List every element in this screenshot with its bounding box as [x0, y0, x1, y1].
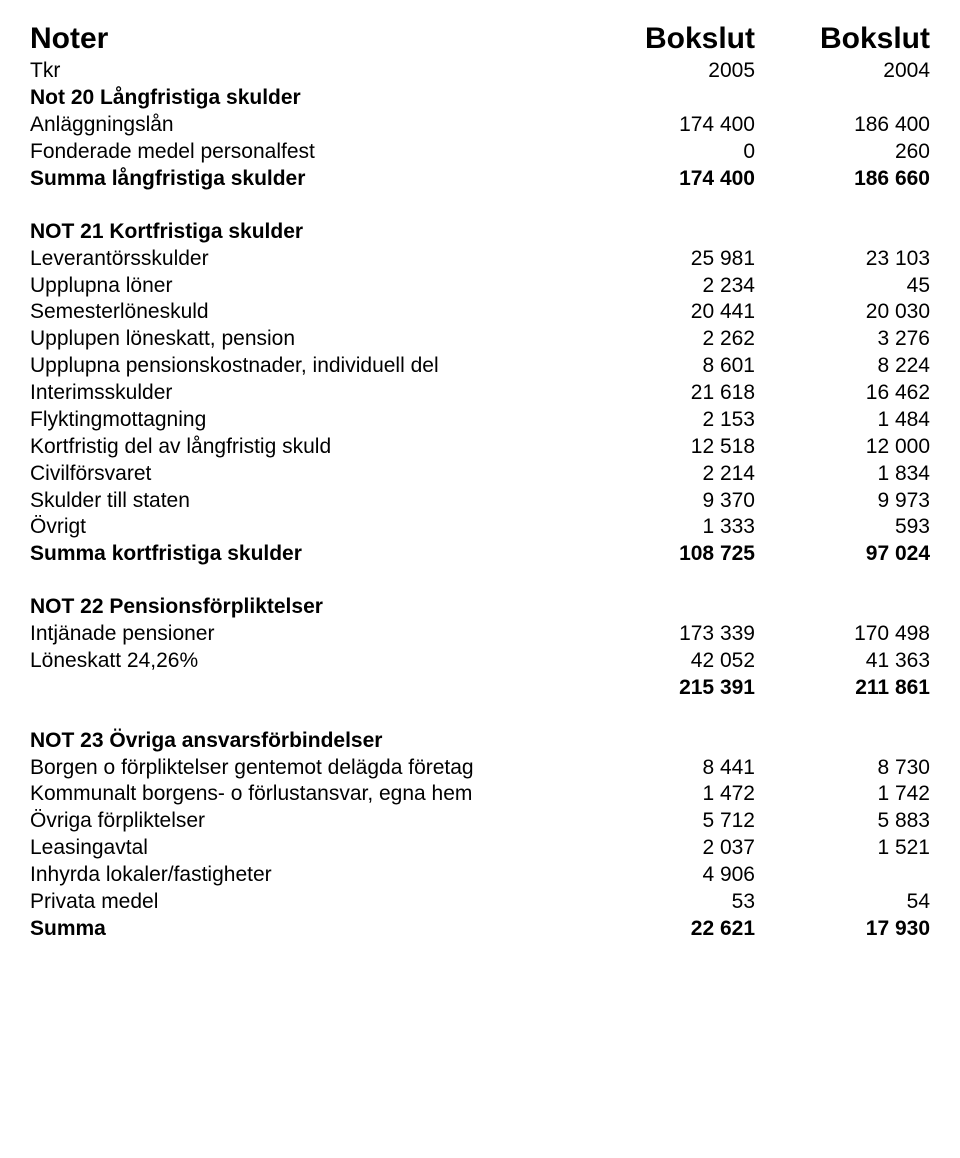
year-2: 2004 — [755, 58, 930, 85]
not21-sum: Summa kortfristiga skulder 108 725 97 02… — [30, 541, 930, 568]
table-row: Leasingavtal2 0371 521 — [30, 835, 930, 862]
table-row: Intjänade pensioner173 339170 498 — [30, 621, 930, 648]
table-row: Kortfristig del av långfristig skuld12 5… — [30, 434, 930, 461]
table-row: Flyktingmottagning2 1531 484 — [30, 407, 930, 434]
table-row: Inhyrda lokaler/fastigheter4 906 — [30, 862, 930, 889]
not22-total: 215 391 211 861 — [30, 675, 930, 702]
year-1: 2005 — [580, 58, 755, 85]
table-row: Löneskatt 24,26%42 05241 363 — [30, 648, 930, 675]
table-row: Upplupna löner2 23445 — [30, 273, 930, 300]
row-label: Anläggningslån — [30, 112, 580, 139]
table-row: Anläggningslån 174 400 186 400 — [30, 112, 930, 139]
row-val-2: 186 400 — [755, 112, 930, 139]
table-row: Övriga förpliktelser5 7125 883 — [30, 808, 930, 835]
table-row: Civilförsvaret2 2141 834 — [30, 461, 930, 488]
table-row: Fonderade medel personalfest 0 260 — [30, 139, 930, 166]
page-title: Noter — [30, 20, 580, 58]
table-row: Semesterlöneskuld20 44120 030 — [30, 299, 930, 326]
not20-heading: Not 20 Långfristiga skulder — [30, 85, 930, 112]
table-row: Övrigt1 333593 — [30, 514, 930, 541]
table-row: Interimsskulder21 61816 462 — [30, 380, 930, 407]
table-row: Borgen o förpliktelser gentemot delägda … — [30, 755, 930, 782]
row-val-1: 174 400 — [580, 112, 755, 139]
unit-label: Tkr — [30, 58, 580, 85]
row-val-1: 0 — [580, 139, 755, 166]
header-row: Noter Bokslut Bokslut — [30, 20, 930, 58]
subheader-row: Tkr 2005 2004 — [30, 58, 930, 85]
table-row: Upplupen löneskatt, pension2 2623 276 — [30, 326, 930, 353]
not22-heading: NOT 22 Pensionsförpliktelser — [30, 594, 930, 621]
not23-sum: Summa 22 621 17 930 — [30, 916, 930, 943]
row-label: Fonderade medel personalfest — [30, 139, 580, 166]
table-row: Privata medel5354 — [30, 889, 930, 916]
not23-heading: NOT 23 Övriga ansvarsförbindelser — [30, 728, 930, 755]
table-row: Upplupna pensionskostnader, individuell … — [30, 353, 930, 380]
col-header-1: Bokslut — [580, 20, 755, 58]
not20-sum: Summa långfristiga skulder 174 400 186 6… — [30, 166, 930, 193]
table-row: Leverantörsskulder25 98123 103 — [30, 246, 930, 273]
col-header-2: Bokslut — [755, 20, 930, 58]
row-val-2: 260 — [755, 139, 930, 166]
table-row: Skulder till staten9 3709 973 — [30, 488, 930, 515]
not21-heading: NOT 21 Kortfristiga skulder — [30, 219, 930, 246]
table-row: Kommunalt borgens- o förlustansvar, egna… — [30, 781, 930, 808]
